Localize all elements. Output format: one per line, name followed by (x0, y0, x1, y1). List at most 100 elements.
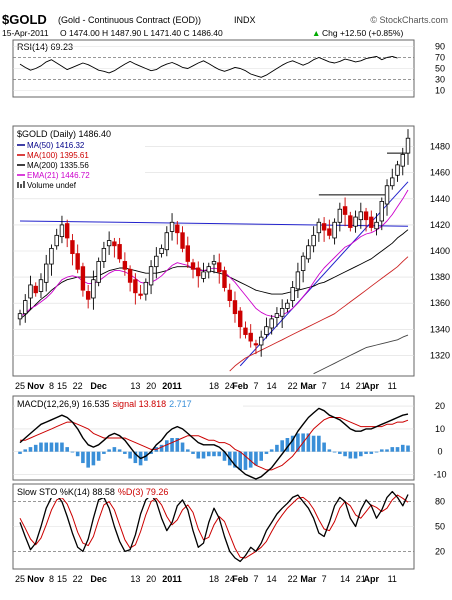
price-title: $GOLD (Daily) 1486.40 (17, 129, 111, 139)
candle-body (358, 211, 364, 221)
histogram-bar (75, 451, 80, 457)
x-tick-label: 7 (253, 574, 258, 584)
histogram-bar (285, 438, 290, 452)
date-label: 15-Apr-2011 (2, 28, 49, 38)
x-tick-label: 21 (356, 574, 366, 584)
x-tick-label: 18 (209, 381, 219, 391)
histogram-bar (259, 451, 263, 461)
histogram-bar (133, 451, 138, 464)
candle-body (253, 343, 259, 346)
ohlc-label: O 1474.00 H 1487.90 L 1471.40 C 1486.40 (60, 28, 223, 38)
candle-body (59, 224, 65, 238)
x-tick-label: 7 (322, 574, 327, 584)
histogram-bar (70, 451, 75, 453)
candle-body (321, 223, 327, 231)
x-tick-label: Feb (232, 574, 249, 584)
candle-body (49, 247, 54, 265)
histogram-bar (379, 449, 384, 452)
histogram-bar (233, 451, 237, 468)
x-tick-label: 13 (130, 381, 140, 391)
candle-body (264, 326, 269, 335)
histogram-bar (96, 451, 101, 461)
rsi-title: RSI(14) 69.23 (17, 42, 73, 52)
x-tick-label: 15 (57, 574, 67, 584)
x-tick-label: 18 (209, 574, 219, 584)
symbol-label: $GOLD (2, 12, 47, 27)
histogram-bar (406, 445, 410, 452)
candle-body (353, 216, 358, 227)
histogram-bar (18, 451, 22, 454)
histogram-bar (385, 449, 389, 452)
x-tick-label: Mar (300, 574, 317, 584)
candle-body (180, 232, 185, 249)
histogram-bar (123, 451, 127, 454)
macd-series (19, 407, 409, 480)
x-tick-label: 25 (15, 381, 25, 391)
tick-label: 50 (435, 522, 445, 532)
candle-body (143, 281, 149, 295)
histogram-bar (311, 435, 316, 452)
legend-ma100: MA(100) 1395.61 (27, 151, 89, 160)
candle-body (85, 291, 91, 300)
candle-body (64, 223, 70, 239)
change-arrow-icon: ▲ (312, 28, 320, 38)
histogram-bar (275, 444, 279, 452)
candle-body (238, 310, 243, 328)
candle-body (285, 302, 290, 309)
x-tick-label: 8 (49, 381, 54, 391)
sto-d-line (19, 494, 409, 559)
candle-body (133, 279, 138, 294)
x-tick-label: 22 (73, 381, 83, 391)
candle-body (190, 262, 196, 270)
candle-body (23, 300, 28, 315)
histogram-bar (86, 451, 90, 468)
candle-body (332, 221, 337, 239)
tick-label: 20 (435, 401, 445, 411)
tick-label: 1380 (430, 272, 450, 282)
histogram-bar (128, 451, 132, 459)
tick-label: 20 (435, 546, 445, 556)
x-tick-label: 11 (388, 381, 397, 391)
histogram-bar (170, 438, 174, 452)
x-tick-label: 22 (288, 381, 298, 391)
histogram-bar (327, 449, 332, 452)
sto-title-d: %D(3) 79.26 (118, 487, 169, 497)
tick-label: 1480 (430, 142, 450, 152)
candle-body (206, 266, 211, 273)
candle-body (374, 221, 379, 230)
candle-body (164, 232, 170, 251)
histogram-bar (390, 447, 395, 452)
histogram-bar (395, 447, 400, 452)
x-tick-label: 14 (340, 381, 350, 391)
candle-body (363, 211, 369, 221)
candle-body (384, 185, 390, 205)
x-tick-label: Apr (364, 574, 380, 584)
histogram-bar (353, 451, 358, 459)
histogram-bar (217, 451, 222, 457)
macd-histogram (18, 433, 410, 470)
ma200-line (313, 334, 409, 375)
candle-body (122, 261, 128, 270)
histogram-bar (191, 451, 195, 454)
macd-line (19, 407, 409, 480)
candle-body (54, 234, 59, 247)
x-tick-label: 25 (15, 574, 25, 584)
x-tick-label: 2011 (162, 574, 182, 584)
x-tick-label: 8 (49, 574, 54, 584)
histogram-bar (322, 442, 326, 452)
candle-body (311, 234, 316, 247)
candle-body (274, 313, 280, 318)
tick-label: 10 (435, 86, 445, 96)
histogram-bar (212, 451, 216, 457)
histogram-bar (175, 438, 180, 452)
x-tick-label: 21 (356, 381, 366, 391)
candle-body (232, 300, 238, 315)
tick-label: -10 (433, 469, 446, 479)
candle-body (306, 245, 311, 260)
x-tick-label: Nov (27, 381, 44, 391)
legend-volume: Volume undef (27, 181, 77, 190)
trendline-horizontal-upper (19, 220, 409, 227)
x-tick-label: Dec (90, 381, 107, 391)
candle-body (342, 206, 348, 215)
